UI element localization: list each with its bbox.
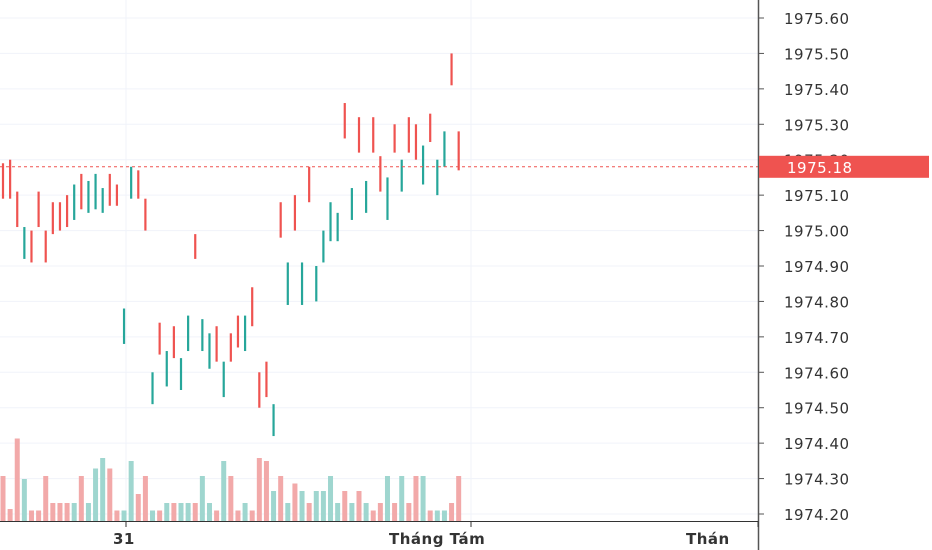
volume-bar-7 [50, 503, 56, 521]
current-price-box [759, 155, 929, 178]
volume-bar-27 [192, 503, 198, 521]
volume-bar-6 [43, 476, 49, 521]
xtick-label-thang: Thán [686, 530, 730, 548]
volume-bar-63 [449, 503, 455, 521]
volume-bar-0 [0, 476, 6, 521]
volume-bar-12 [85, 503, 91, 521]
volume-bar-18 [128, 461, 134, 521]
ytick-label-13: 1974.30 [784, 471, 850, 489]
volume-bar-22 [157, 510, 163, 521]
volume-bar-51 [363, 503, 369, 521]
volume-bar-39 [278, 476, 284, 521]
volume-bar-34 [242, 503, 248, 521]
volume-bar-21 [150, 510, 156, 521]
xtick-label-thang-tam: Tháng Tám [389, 530, 485, 548]
volume-bar-45 [320, 491, 326, 521]
ytick-label-9: 1974.70 [784, 329, 850, 347]
volume-bar-38 [271, 491, 277, 521]
volume-bar-56 [399, 476, 405, 521]
volume-bar-25 [178, 503, 184, 521]
volume-bar-9 [64, 503, 70, 521]
volume-bar-57 [406, 503, 412, 521]
volume-bar-54 [384, 476, 390, 521]
ytick-label-2: 1975.40 [784, 81, 850, 99]
volume-bar-49 [349, 503, 355, 521]
ytick-label-10: 1974.60 [784, 364, 850, 382]
volume-bar-53 [377, 503, 383, 521]
volume-bar-19 [135, 494, 141, 521]
volume-bars [0, 438, 462, 521]
ytick-label-11: 1974.50 [784, 400, 850, 418]
volume-bar-5 [36, 510, 42, 521]
volume-bar-32 [228, 476, 234, 521]
ytick-label-14: 1974.20 [784, 506, 850, 524]
volume-bar-10 [71, 503, 77, 521]
xtick-label-31: 31 [113, 530, 135, 548]
volume-bar-42 [299, 491, 305, 521]
volume-bar-28 [199, 476, 205, 521]
price-axis-ticks: 1975.601975.501975.401975.301975.201975.… [758, 10, 850, 524]
volume-bar-64 [456, 476, 462, 521]
ytick-label-0: 1975.60 [784, 10, 850, 28]
volume-bar-3 [21, 479, 27, 521]
ytick-label-3: 1975.30 [784, 116, 850, 134]
volume-bar-46 [328, 476, 334, 521]
volume-bar-40 [285, 503, 291, 521]
ytick-label-8: 1974.80 [784, 293, 850, 311]
volume-bar-43 [306, 503, 312, 521]
volume-bar-36 [256, 458, 262, 521]
volume-bar-41 [292, 483, 298, 521]
grid-lines [0, 0, 758, 521]
volume-bar-47 [335, 503, 341, 521]
volume-bar-4 [28, 510, 34, 521]
volume-bar-50 [356, 491, 362, 521]
volume-bar-60 [427, 510, 433, 521]
volume-bar-52 [370, 510, 376, 521]
volume-bar-20 [142, 476, 148, 521]
price-axis [0, 0, 760, 550]
volume-bar-31 [221, 461, 227, 521]
volume-bar-14 [100, 458, 106, 521]
volume-bar-2 [14, 438, 20, 521]
ytick-label-7: 1974.90 [784, 258, 850, 276]
volume-bar-23 [164, 503, 170, 521]
ytick-label-6: 1975.00 [784, 223, 850, 241]
volume-bar-62 [441, 510, 447, 521]
volume-bar-55 [392, 503, 398, 521]
volume-bar-15 [107, 468, 113, 521]
volume-bar-35 [249, 510, 255, 521]
volume-bar-44 [313, 491, 319, 521]
volume-bar-29 [206, 503, 212, 521]
volume-bar-11 [78, 476, 84, 521]
volume-bar-16 [114, 510, 120, 521]
volume-bar-17 [121, 510, 127, 521]
volume-bar-61 [434, 510, 440, 521]
price-bars [1, 53, 460, 437]
volume-bar-24 [171, 503, 177, 521]
current-price-label: 1975.18 [759, 155, 929, 178]
volume-bar-30 [214, 510, 220, 521]
volume-bar-37 [263, 461, 269, 521]
volume-bar-33 [235, 510, 241, 521]
volume-bar-13 [93, 468, 99, 521]
ytick-label-5: 1975.10 [784, 187, 850, 205]
volume-bar-58 [413, 476, 419, 521]
current-price-text: 1975.18 [787, 159, 853, 177]
volume-bar-1 [7, 509, 13, 521]
volume-bar-48 [342, 491, 348, 521]
ytick-label-12: 1974.40 [784, 435, 850, 453]
volume-bar-26 [185, 503, 191, 521]
volume-bar-59 [420, 476, 426, 521]
time-axis-ticks: 31 Tháng Tám Thán [113, 521, 759, 548]
ytick-label-1: 1975.50 [784, 45, 850, 63]
volume-bar-8 [57, 503, 63, 521]
